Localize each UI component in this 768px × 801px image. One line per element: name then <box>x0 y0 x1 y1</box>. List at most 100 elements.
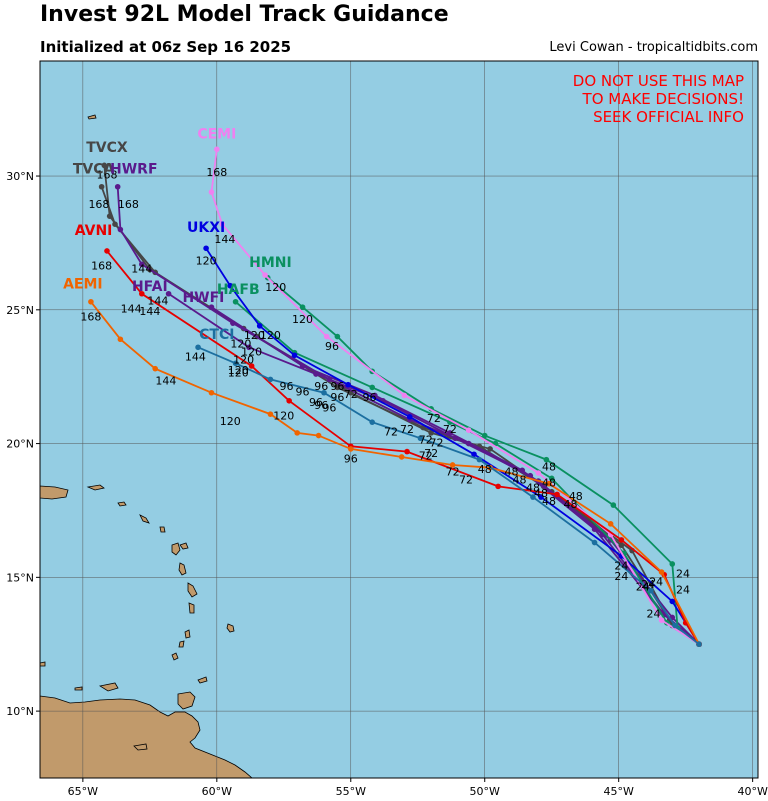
track-point <box>369 384 376 391</box>
track-point <box>208 189 215 195</box>
axis-tick-labels: 65°W 60°W 55°W 50°W 45°W 40°W 10°N 15°N 20°N 25°N… <box>6 170 768 798</box>
track-line <box>197 346 700 645</box>
track-point <box>672 622 678 629</box>
track-point <box>139 290 145 297</box>
hour-label: 144 <box>139 305 160 318</box>
track-point <box>345 381 351 388</box>
model-label-ctci: CTCI <box>199 327 234 343</box>
track-point <box>195 344 201 351</box>
hour-label: 96 <box>279 380 293 393</box>
hour-label: 120 <box>220 415 241 428</box>
ocean-background <box>40 61 758 778</box>
hour-label: 24 <box>649 575 663 588</box>
hour-label: 168 <box>91 260 112 273</box>
track-point <box>321 389 327 396</box>
track-point <box>101 162 108 169</box>
x-tick-label: 60°W <box>202 785 232 798</box>
hour-label: 144 <box>155 375 176 388</box>
track-point <box>658 569 665 575</box>
hour-label: 48 <box>513 474 527 487</box>
hour-label: 48 <box>505 466 519 479</box>
track-point <box>669 561 676 567</box>
track-point <box>232 298 239 305</box>
y-tick-label: 10°N <box>6 705 34 718</box>
track-point <box>546 480 552 487</box>
hour-label: 144 <box>214 233 235 246</box>
hour-label: 48 <box>569 490 583 503</box>
hour-label: 24 <box>614 570 628 583</box>
island-grenada <box>171 652 179 661</box>
hour-label: 168 <box>96 169 117 182</box>
hour-label: 120 <box>228 367 249 380</box>
island-small-1 <box>86 484 105 491</box>
track-point <box>648 587 654 594</box>
model-label-hwfi: HWFI <box>182 290 224 306</box>
model-label-tvcx: TVCX <box>86 140 128 156</box>
track-point <box>291 352 298 359</box>
island-small-9 <box>40 661 46 667</box>
track-point <box>591 539 598 546</box>
track-point <box>117 226 124 233</box>
track-point <box>104 248 110 254</box>
track-ctci <box>195 344 702 648</box>
track-point <box>417 435 424 442</box>
hour-label: 96 <box>344 452 358 465</box>
hour-label: 168 <box>88 198 109 211</box>
track-point <box>208 389 215 396</box>
track-point <box>334 333 341 340</box>
hour-label: 96 <box>330 391 344 404</box>
track-point <box>535 470 542 476</box>
track-point <box>495 483 501 490</box>
warning-line-1: DO NOT USE THIS MAP <box>573 72 744 90</box>
hour-label: 72 <box>443 423 457 436</box>
track-point <box>315 432 322 439</box>
warning-text: DO NOT USE THIS MAP TO MAKE DECISIONS! S… <box>573 72 744 126</box>
hour-label: 72 <box>427 412 441 425</box>
x-tick-label: 55°W <box>336 785 366 798</box>
track-ukxi <box>203 245 702 648</box>
hour-label: 168 <box>80 311 101 324</box>
track-point <box>591 526 598 532</box>
track-point <box>139 261 145 268</box>
track-point <box>406 414 413 420</box>
track-line <box>211 306 700 645</box>
hour-label: 96 <box>325 340 339 353</box>
model-label-cemi: CEMI <box>197 127 236 143</box>
chart-subtitle: Initialized at 06z Sep 16 2025 <box>40 38 292 56</box>
track-point <box>401 392 408 399</box>
warning-line-3: SEEK OFFICIAL INFO <box>593 108 744 126</box>
model-label-avni: AVNI <box>75 223 113 239</box>
x-tick-label: 40°W <box>737 785 767 798</box>
hour-label: 48 <box>542 476 556 489</box>
hour-label: 72 <box>459 474 473 487</box>
hour-label: 24 <box>676 567 690 580</box>
track-point <box>214 146 220 153</box>
track-point <box>98 183 105 190</box>
chart-title: Invest 92L Model Track Guidance <box>40 2 449 27</box>
track-point <box>449 462 456 468</box>
credit-text: Levi Cowan - tropicaltidbits.com <box>549 40 758 55</box>
track-hwfi <box>208 304 702 648</box>
hour-label: 72 <box>430 436 444 449</box>
model-label-hwrf: HWRF <box>110 161 158 177</box>
track-point <box>227 282 234 289</box>
track-point <box>262 272 268 278</box>
warning-line-2: TO MAKE DECISIONS! <box>582 90 744 108</box>
hour-label: 120 <box>265 281 286 294</box>
hour-label: 48 <box>542 460 556 473</box>
hour-label: 72 <box>400 423 414 436</box>
track-point <box>334 384 341 391</box>
track-point <box>165 290 172 297</box>
hour-label: 72 <box>419 434 433 447</box>
track-point <box>248 363 255 369</box>
track-point <box>610 502 617 508</box>
island-small-8 <box>87 114 97 120</box>
track-point <box>618 542 625 549</box>
track-point <box>465 427 472 434</box>
x-tick-label: 45°W <box>603 785 633 798</box>
track-point <box>538 494 544 500</box>
island-bonaire <box>98 682 119 692</box>
track-point <box>114 183 121 190</box>
map-grid <box>40 61 758 778</box>
